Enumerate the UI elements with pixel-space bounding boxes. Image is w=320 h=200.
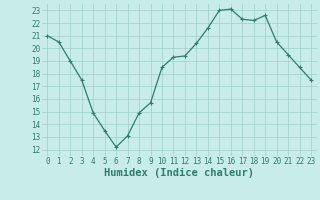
X-axis label: Humidex (Indice chaleur): Humidex (Indice chaleur) [104, 168, 254, 178]
